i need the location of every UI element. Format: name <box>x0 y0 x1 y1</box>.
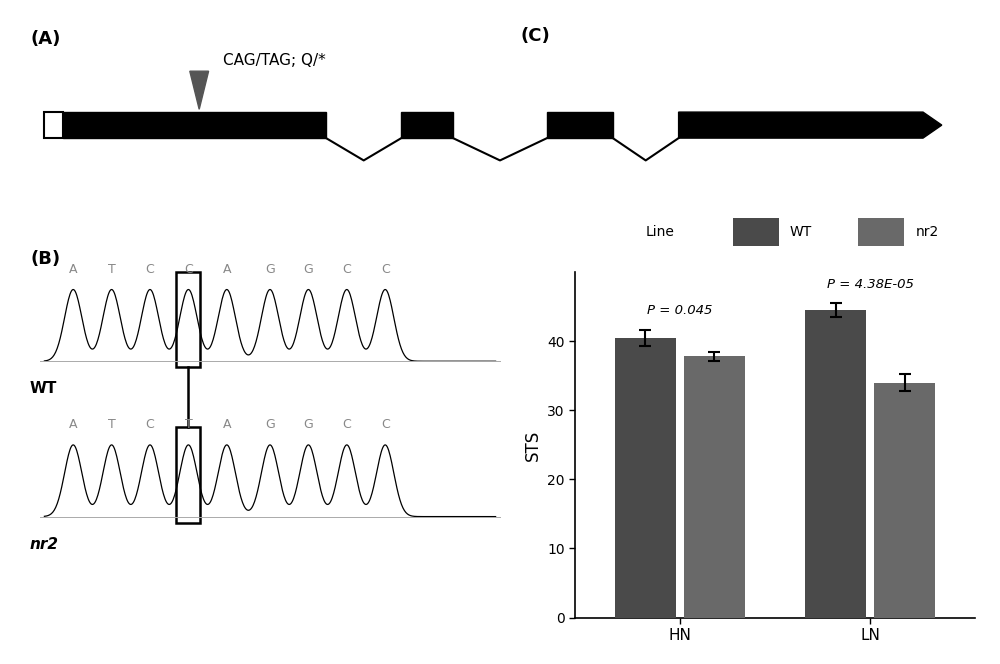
Text: G: G <box>304 262 313 276</box>
Text: T: T <box>108 262 115 276</box>
Bar <box>547 112 613 138</box>
Text: C: C <box>146 418 154 431</box>
Text: nr2: nr2 <box>30 537 59 552</box>
Text: WT: WT <box>30 381 57 396</box>
Text: WT: WT <box>790 225 812 240</box>
Text: C: C <box>381 418 390 431</box>
Text: G: G <box>265 418 275 431</box>
Polygon shape <box>679 112 942 138</box>
Text: A: A <box>223 262 231 276</box>
Bar <box>44 112 63 138</box>
Text: (C): (C) <box>520 27 550 44</box>
Text: C: C <box>184 262 193 276</box>
Text: T: T <box>108 418 115 431</box>
Text: P = 4.38E-05: P = 4.38E-05 <box>827 278 914 291</box>
Bar <box>63 112 326 138</box>
Bar <box>176 427 200 523</box>
Text: (A): (A) <box>30 31 60 48</box>
Text: C: C <box>146 262 154 276</box>
Text: (B): (B) <box>30 250 60 268</box>
Bar <box>858 218 904 246</box>
Bar <box>684 357 745 618</box>
Bar <box>176 272 200 367</box>
Text: nr2: nr2 <box>915 225 939 240</box>
Polygon shape <box>190 71 209 110</box>
Bar <box>733 218 779 246</box>
Bar <box>615 338 676 618</box>
Text: P = 0.045: P = 0.045 <box>647 304 712 317</box>
Bar <box>401 112 453 138</box>
Bar <box>805 310 866 618</box>
Text: A: A <box>223 418 231 431</box>
Y-axis label: STS: STS <box>523 429 541 461</box>
Text: G: G <box>265 262 275 276</box>
Text: C: C <box>342 262 351 276</box>
Text: C: C <box>342 418 351 431</box>
Text: G: G <box>304 418 313 431</box>
Bar <box>874 382 935 618</box>
Text: T: T <box>185 418 192 431</box>
Text: Line: Line <box>646 225 674 240</box>
Text: A: A <box>69 262 77 276</box>
Text: C: C <box>381 262 390 276</box>
Text: CAG/TAG; Q/*: CAG/TAG; Q/* <box>223 52 325 68</box>
Text: A: A <box>69 418 77 431</box>
